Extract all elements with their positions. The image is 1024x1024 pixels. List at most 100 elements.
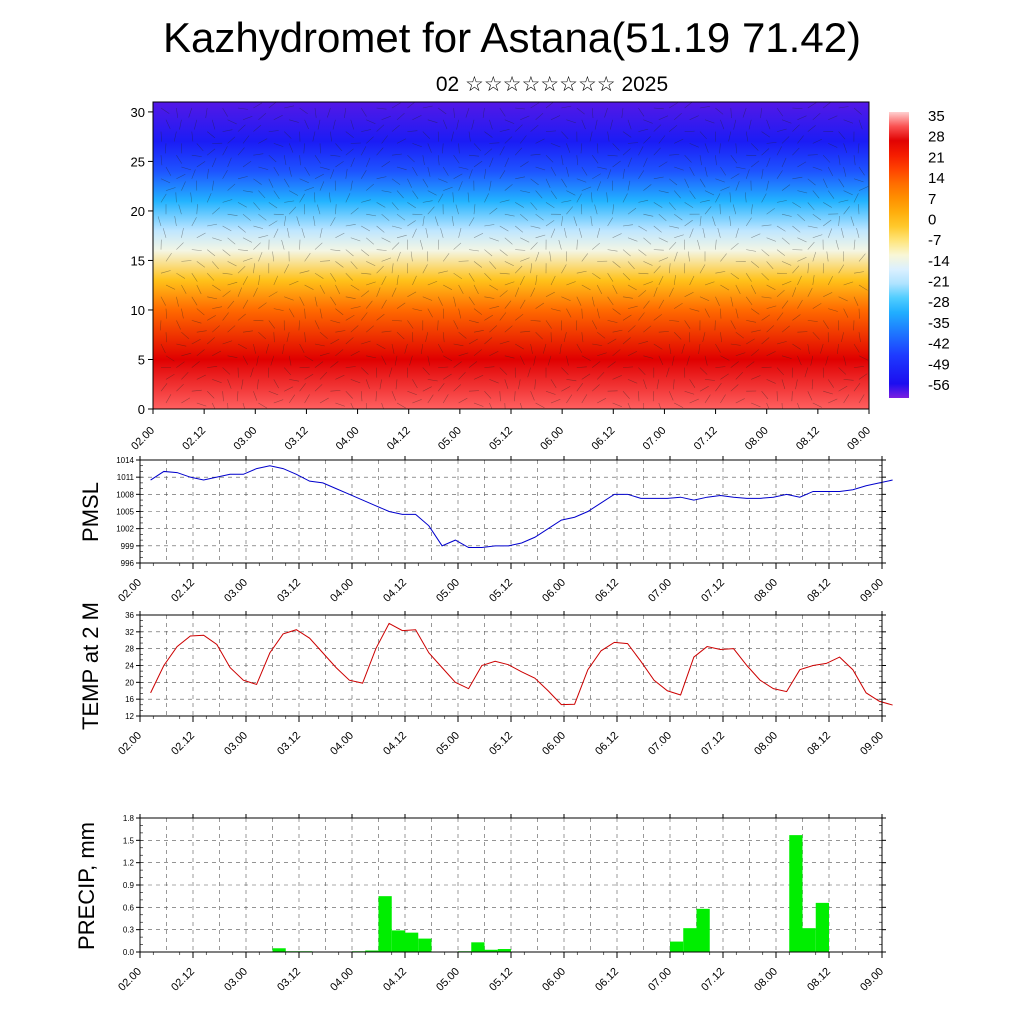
wind-barb bbox=[843, 394, 850, 404]
grid bbox=[140, 460, 882, 563]
x-tick-label: 02.12 bbox=[180, 425, 208, 453]
wind-barb bbox=[360, 107, 367, 117]
wind-barb bbox=[535, 251, 540, 262]
wind-barb bbox=[391, 320, 403, 322]
wind-barb bbox=[858, 186, 869, 191]
y-tick-label: 36 bbox=[125, 611, 134, 620]
wind-barb bbox=[422, 105, 433, 109]
wind-barb bbox=[391, 153, 402, 156]
wind-barb bbox=[227, 136, 236, 144]
wind-barb bbox=[360, 312, 368, 321]
wind-barb bbox=[669, 102, 678, 109]
wind-barb bbox=[296, 216, 300, 227]
wind-barb bbox=[530, 178, 539, 186]
wind-barb bbox=[689, 115, 699, 121]
wind-barb bbox=[776, 107, 784, 117]
wind-barb bbox=[319, 331, 328, 339]
wind-barb bbox=[843, 355, 847, 366]
wind-barb bbox=[330, 154, 341, 157]
wind-barb bbox=[576, 320, 578, 331]
wind-barb bbox=[350, 325, 359, 333]
wind-barb bbox=[561, 216, 563, 227]
wind-barb bbox=[581, 253, 589, 262]
wind-barb bbox=[350, 261, 358, 270]
x-tick-label: 08.12 bbox=[805, 730, 833, 758]
wind-barb bbox=[253, 124, 262, 132]
wind-barb bbox=[622, 148, 631, 156]
wind-barb bbox=[730, 242, 739, 250]
wind-barb bbox=[222, 107, 228, 117]
precip-bar bbox=[391, 930, 405, 952]
wind-barb bbox=[212, 237, 222, 242]
wind-barb bbox=[658, 355, 664, 366]
wind-barb bbox=[751, 329, 761, 333]
wind-barb bbox=[776, 128, 787, 132]
wind-barb bbox=[237, 202, 247, 208]
wind-barb bbox=[776, 249, 786, 256]
wind-barb bbox=[658, 115, 669, 121]
wind-barb bbox=[843, 143, 848, 153]
wind-barb bbox=[504, 213, 515, 217]
wind-barb bbox=[222, 312, 229, 321]
wind-barb bbox=[735, 331, 744, 339]
wind-barb bbox=[191, 320, 202, 324]
wind-barb bbox=[284, 386, 294, 392]
x-tick-label: 08.12 bbox=[805, 577, 833, 605]
wind-barb bbox=[535, 402, 545, 409]
x-tick-label: 03.00 bbox=[222, 966, 250, 994]
wind-barb bbox=[535, 190, 543, 199]
wind-barb bbox=[858, 355, 869, 361]
wind-barb bbox=[379, 379, 382, 390]
wind-barb bbox=[407, 220, 416, 227]
wind-barb bbox=[242, 257, 253, 262]
wind-barb bbox=[350, 237, 361, 242]
wind-barb bbox=[258, 235, 269, 239]
wind-barb bbox=[381, 299, 387, 309]
wind-barb bbox=[242, 237, 253, 243]
wind-barb bbox=[284, 296, 294, 301]
wind-barb bbox=[499, 199, 510, 203]
wind-barb bbox=[427, 119, 438, 123]
wind-barb bbox=[345, 391, 353, 399]
wind-barb bbox=[858, 284, 868, 291]
wind-barb bbox=[704, 379, 715, 381]
wind-barb bbox=[412, 190, 419, 199]
wind-barb bbox=[515, 249, 526, 251]
wind-barb bbox=[222, 290, 231, 298]
wind-barb bbox=[361, 249, 370, 257]
wind-barb bbox=[360, 146, 367, 156]
wind-barb bbox=[222, 225, 232, 232]
wind-barb bbox=[751, 308, 760, 315]
wind-barb bbox=[751, 402, 761, 408]
x-tick-label: 09.00 bbox=[858, 577, 886, 605]
wind-barb bbox=[207, 249, 216, 257]
x-tick-label: 07.00 bbox=[641, 425, 669, 453]
wind-barb bbox=[196, 374, 206, 380]
wind-barb bbox=[720, 308, 722, 319]
wind-barb bbox=[237, 287, 242, 297]
wind-barb bbox=[766, 119, 771, 130]
wind-barb bbox=[365, 402, 367, 409]
wind-barb bbox=[281, 239, 285, 250]
wind-barb bbox=[807, 391, 813, 401]
wind-barb bbox=[407, 390, 417, 395]
x-tick-label: 03.00 bbox=[222, 730, 250, 758]
wind-barb bbox=[396, 166, 407, 171]
wind-barb bbox=[653, 225, 662, 233]
wind-barb bbox=[853, 343, 860, 353]
wind-barb bbox=[250, 367, 254, 378]
wind-barb bbox=[812, 138, 823, 144]
wind-barb bbox=[381, 135, 388, 144]
wind-barb bbox=[458, 331, 467, 339]
wind-barb bbox=[858, 166, 865, 176]
wind-barb bbox=[643, 261, 653, 266]
wind-barb bbox=[515, 176, 526, 180]
wind-barb bbox=[181, 284, 187, 294]
wind-barb bbox=[627, 351, 638, 357]
wind-barb bbox=[730, 155, 738, 164]
wind-barb bbox=[607, 131, 610, 142]
wind-barb bbox=[566, 379, 577, 382]
wind-barb bbox=[314, 320, 320, 330]
wind-barb bbox=[422, 131, 430, 139]
wind-barb bbox=[273, 166, 280, 176]
